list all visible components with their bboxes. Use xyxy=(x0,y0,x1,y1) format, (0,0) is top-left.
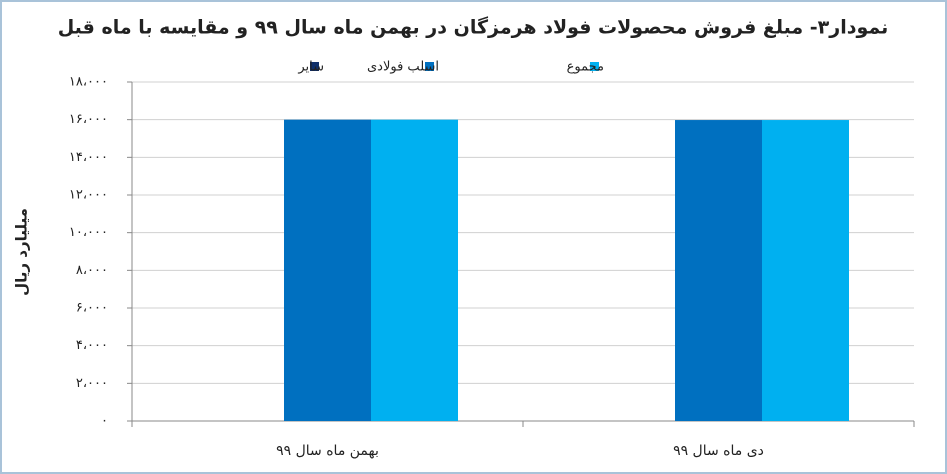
bar xyxy=(675,120,762,421)
y-tick-label: ۱۶،۰۰۰ xyxy=(69,112,108,127)
legend-swatch xyxy=(310,62,319,71)
legend-swatch xyxy=(590,62,599,71)
y-axis-title: میلیارد ریال xyxy=(13,208,31,296)
y-tick-label: ۱۰،۰۰۰ xyxy=(69,225,108,240)
x-tick-label: دی ماه سال ۹۹ xyxy=(673,443,764,459)
y-tick-label: ۱۴،۰۰۰ xyxy=(69,150,108,165)
y-tick-label: ۶،۰۰۰ xyxy=(76,301,108,316)
y-tick-label: ۰ xyxy=(101,414,108,429)
legend-swatch xyxy=(425,62,434,71)
y-tick-label: ۴،۰۰۰ xyxy=(76,338,108,353)
y-tick-label: ۸،۰۰۰ xyxy=(76,263,108,278)
bar xyxy=(371,119,458,422)
y-tick-label: ۱۲،۰۰۰ xyxy=(69,188,108,203)
chart-title: نمودار۳- مبلغ فروش محصولات فولاد هرمزگان… xyxy=(58,16,889,39)
y-tick-label: ۱۸،۰۰۰ xyxy=(69,75,108,90)
x-tick-label: بهمن ماه سال ۹۹ xyxy=(276,443,379,459)
legend-label: مجموع xyxy=(567,60,604,75)
y-tick-label: ۲،۰۰۰ xyxy=(76,376,108,391)
bar xyxy=(762,120,849,421)
legend-label: اسلب فولادی xyxy=(367,60,439,75)
bar xyxy=(284,119,371,422)
legend-label: سایر xyxy=(297,60,324,75)
